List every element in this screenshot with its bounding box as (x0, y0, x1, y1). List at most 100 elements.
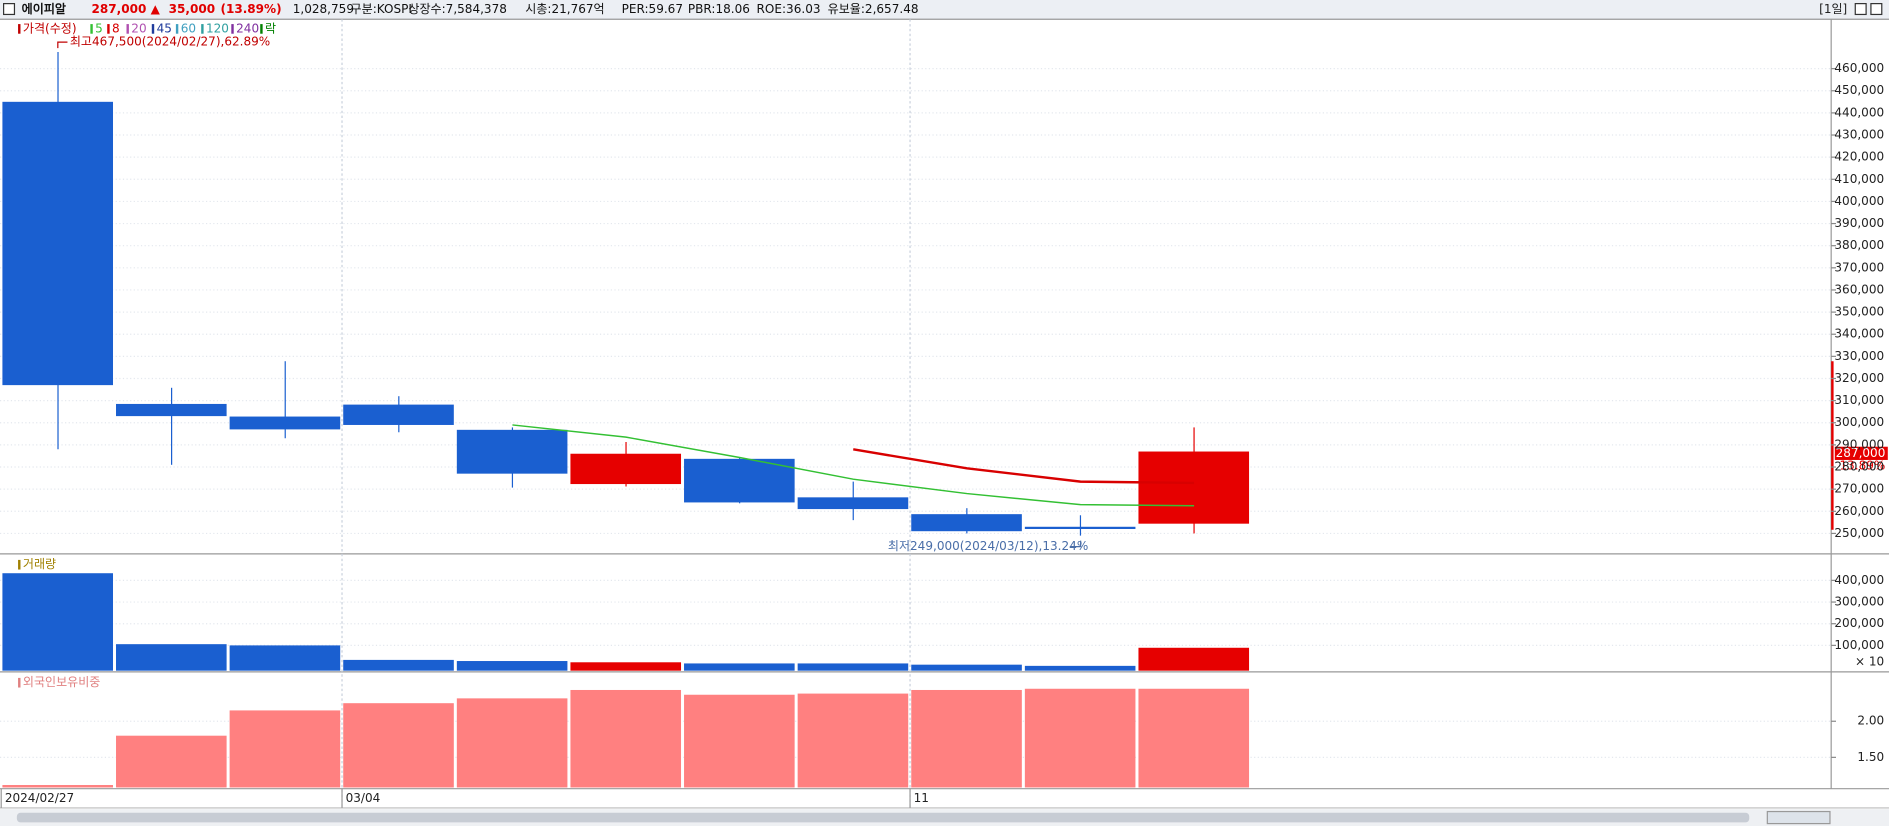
y-tick-label: 420,000 (1834, 150, 1884, 164)
bar (797, 693, 909, 788)
y-tick-label: 450,000 (1834, 83, 1884, 97)
candle-body (911, 514, 1022, 532)
y-tick-label: 330,000 (1834, 349, 1884, 363)
y-tick-label: 300,000 (1834, 415, 1884, 429)
y-tick-label: 370,000 (1834, 260, 1884, 274)
bar (229, 645, 341, 671)
y-tick-label: 270,000 (1834, 482, 1884, 496)
header-item: ROE:36.03 (757, 2, 821, 16)
legend-label: 240 (236, 21, 259, 35)
header-item: 시총:21,767억 (525, 2, 604, 16)
y-tick-label: 360,000 (1834, 282, 1884, 296)
moving-average-line (512, 424, 1195, 507)
x-tick-label: 2024/02/27 (5, 791, 74, 805)
bar (229, 710, 341, 788)
header-item: 287,000 (92, 2, 147, 16)
legend-marker (201, 24, 204, 34)
bar (911, 664, 1022, 671)
legend-marker (90, 24, 93, 34)
y-tick-label: 400,000 (1834, 194, 1884, 208)
period-label[interactable]: [1일] (1819, 2, 1847, 16)
panel-title: 거래량 (23, 557, 56, 571)
moving-average-line (853, 448, 1195, 485)
y-tick-label: 290,000 (1834, 437, 1884, 451)
legend-marker (126, 24, 129, 34)
low-arrow (1069, 540, 1082, 548)
scroll-thumb[interactable] (16, 812, 1750, 823)
bar (684, 694, 795, 788)
price-tag-box (1834, 446, 1888, 460)
header-item: (13.89%) (220, 2, 281, 16)
legend-marker (107, 24, 110, 34)
bar (1138, 688, 1250, 788)
legend-marker (260, 24, 263, 34)
y-tick-label: 1.50 (1857, 750, 1884, 764)
legend-marker (18, 24, 21, 34)
price-tag-change: 13.89% (1839, 458, 1885, 472)
legend-marker (175, 24, 179, 34)
candle-body (456, 429, 568, 474)
y-tick-label: 280,000 (1834, 460, 1884, 474)
bar (2, 785, 114, 788)
legend-marker (231, 24, 234, 34)
restore-button[interactable] (1854, 3, 1867, 16)
bar (2, 573, 114, 671)
header-item: 35,000 (169, 2, 215, 16)
bar (911, 689, 1022, 788)
panel-title: 외국인보유비중 (23, 675, 101, 689)
y-tick-label: 390,000 (1834, 216, 1884, 230)
candle-body (116, 403, 227, 417)
price-legend: 가격(수정) (23, 21, 77, 35)
bar (343, 703, 454, 788)
low-annotation: 최저249,000(2024/03/12),13.24% (888, 539, 1088, 553)
candle-body (570, 453, 682, 485)
header-item: 1,028,759 (293, 2, 354, 16)
lock-legend: 락 (265, 21, 276, 35)
header-bar (0, 0, 1889, 20)
header-item: 유보율:2,657.48 (828, 2, 919, 16)
candle-body (684, 458, 795, 503)
y-tick-label: 430,000 (1834, 128, 1884, 142)
legend-label: 45 (157, 21, 172, 35)
header-item: 에이피알 (22, 1, 66, 16)
bar (684, 663, 795, 671)
y-tick-label: 250,000 (1834, 526, 1884, 540)
bar (1138, 647, 1250, 671)
y-tick-label: 200,000 (1834, 616, 1884, 630)
candle-body (1138, 451, 1250, 524)
bar (343, 659, 454, 671)
candle-body (229, 416, 341, 430)
candle-body (2, 101, 114, 386)
bar (116, 644, 227, 671)
bar (1024, 688, 1136, 788)
y-tick-label: 320,000 (1834, 371, 1884, 385)
unit-label: × 10 (1855, 655, 1884, 669)
y-tick-label: 100,000 (1834, 638, 1884, 652)
close-button[interactable] (1870, 3, 1883, 16)
high-annotation: 최고467,500(2024/02/27),62.89% (70, 35, 270, 49)
x-tick-label: 03/04 (346, 791, 381, 805)
legend-label: 8 (112, 21, 120, 35)
bar (797, 663, 909, 671)
y-tick-label: 310,000 (1834, 393, 1884, 407)
y-tick-label: 410,000 (1834, 172, 1884, 186)
header-item: PER:59.67 (622, 2, 683, 16)
y-tick-label: 300,000 (1834, 595, 1884, 609)
bar (116, 735, 227, 788)
price-tag: 287,000 (1836, 446, 1886, 460)
candle-body (343, 404, 454, 425)
legend-marker (151, 24, 155, 34)
y-tick-label: 380,000 (1834, 238, 1884, 252)
bar (456, 698, 568, 788)
zoom-slider[interactable] (1766, 810, 1831, 825)
header-item: 상장수:7,584,378 (408, 2, 507, 16)
legend-marker (18, 677, 21, 688)
legend-label: 120 (206, 21, 229, 35)
legend-label: 5 (95, 21, 103, 35)
legend-label: 60 (181, 21, 196, 35)
header-item: PBR:18.06 (688, 2, 750, 16)
header-item: 구분:KOSPI (351, 2, 412, 16)
y-tick-label: 260,000 (1834, 504, 1884, 518)
